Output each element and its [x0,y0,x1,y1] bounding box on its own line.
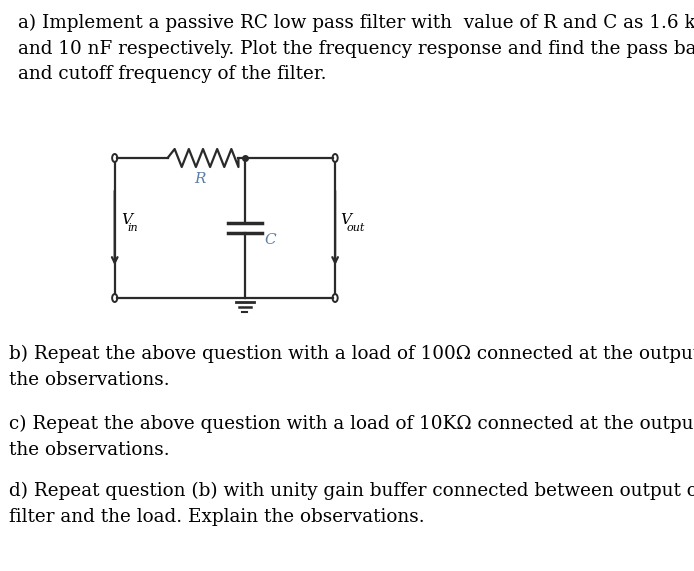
Text: C: C [264,233,276,247]
Text: a) Implement a passive RC low pass filter with  value of R and C as 1.6 kΩ
and 1: a) Implement a passive RC low pass filte… [18,14,694,83]
Text: in: in [128,223,138,233]
Text: out: out [347,223,365,233]
Text: b) Repeat the above question with a load of 100Ω connected at the output. Explai: b) Repeat the above question with a load… [9,345,694,388]
Text: V: V [121,213,132,227]
Text: d) Repeat question (b) with unity gain buffer connected between output of above
: d) Repeat question (b) with unity gain b… [9,482,694,525]
Text: c) Repeat the above question with a load of 10KΩ connected at the output. Explai: c) Repeat the above question with a load… [9,415,694,459]
Text: R: R [194,172,205,186]
Text: V: V [340,213,351,227]
